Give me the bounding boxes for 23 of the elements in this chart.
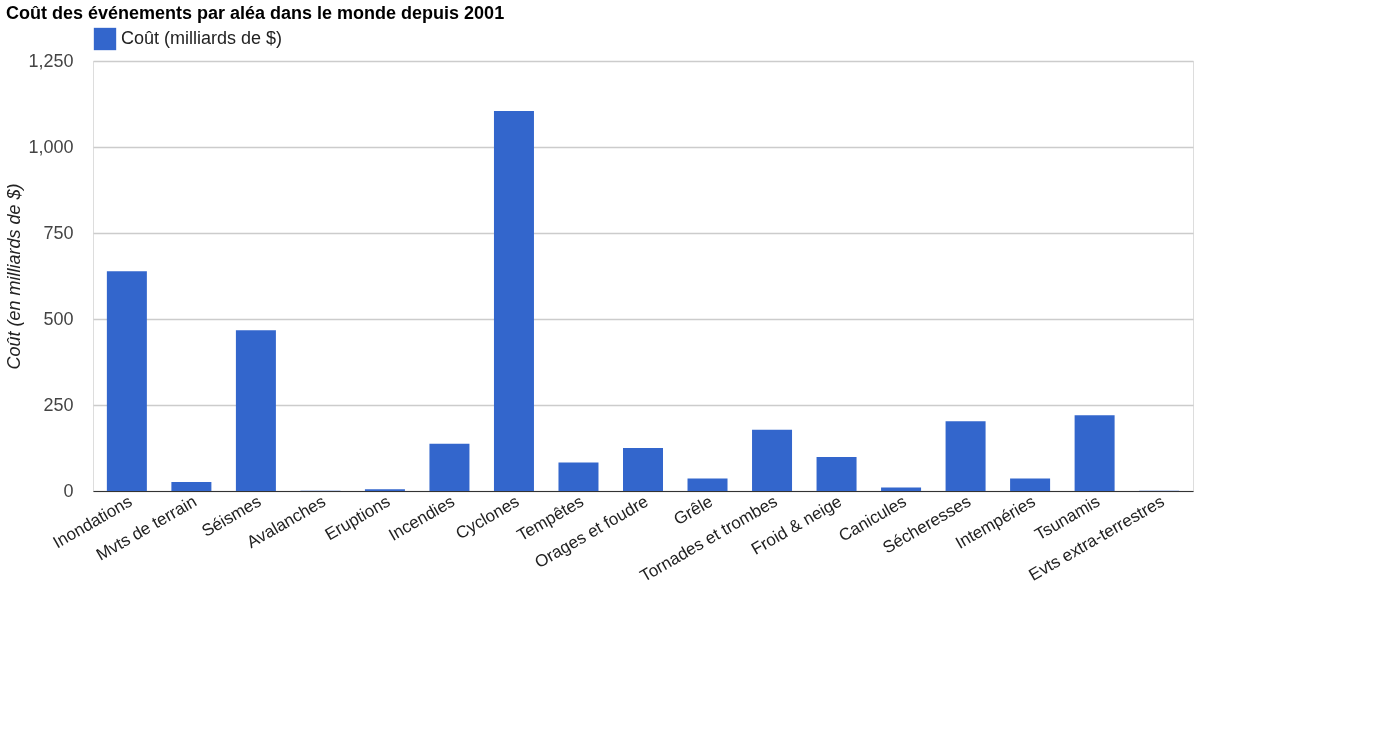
bar — [816, 456, 857, 491]
bar — [1010, 478, 1051, 491]
bar — [493, 110, 534, 491]
bar — [171, 482, 212, 491]
y-tick-label: 1,000 — [28, 136, 74, 157]
bar — [235, 330, 276, 491]
y-tick-label: 0 — [63, 480, 74, 501]
bar — [687, 478, 728, 491]
bar — [1074, 415, 1115, 491]
bar — [106, 271, 147, 491]
bar — [623, 448, 663, 491]
bar — [945, 421, 986, 491]
chart-title: Coût des événements par aléa dans le monde depuis 2001 — [5, 3, 505, 23]
y-axis-title: Coût (en milliards de $) — [4, 183, 25, 370]
legend-label: Coût (milliards de $) — [121, 28, 283, 48]
x-tick-label: Grêle — [670, 491, 717, 530]
bar — [429, 443, 470, 491]
bar — [558, 462, 599, 491]
y-tick-label: 500 — [43, 308, 74, 329]
bar — [752, 429, 793, 491]
y-tick-label: 250 — [43, 394, 74, 415]
y-tick-label: 1,250 — [28, 50, 74, 71]
y-tick-label: 750 — [43, 222, 74, 243]
